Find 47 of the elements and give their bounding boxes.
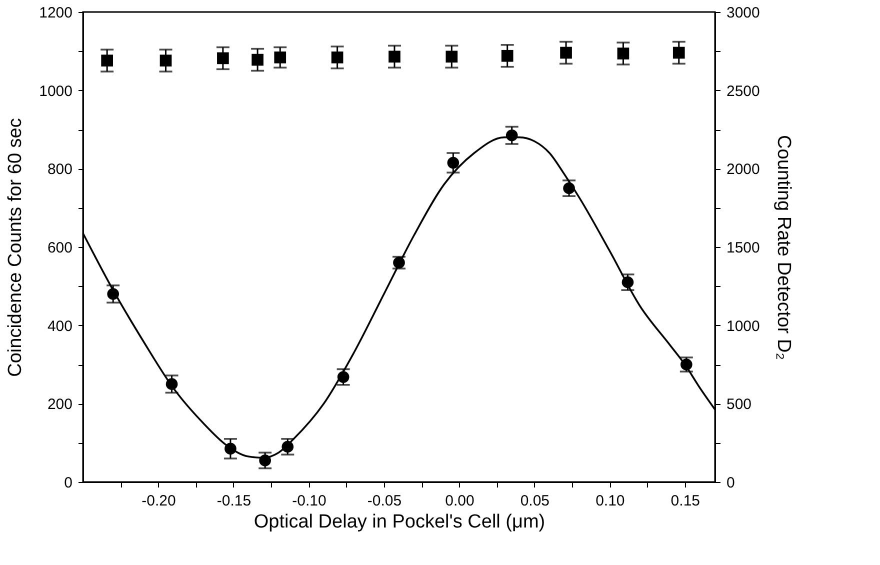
y2-tick-label: 3000 (726, 4, 760, 22)
y2-tick-label: 2000 (726, 161, 760, 178)
point (331, 52, 344, 64)
y-tick-label: 1200 (39, 4, 72, 22)
y2-tick-label: 500 (726, 396, 752, 414)
y-axis-title: Coincidence Counts for 60 sec (5, 118, 26, 377)
x-axis-title: Optical Delay in Pockel's Cell (μm) (254, 512, 546, 532)
point (617, 48, 630, 60)
point (506, 129, 518, 142)
y-tick-label: 0 (64, 474, 72, 492)
x-tick-label: 0.05 (520, 492, 550, 510)
point (252, 54, 264, 66)
point (224, 442, 236, 455)
x-tick-label: 0.00 (445, 492, 474, 510)
x-tick-label: 0.15 (670, 492, 700, 510)
point (101, 54, 113, 66)
point (259, 454, 271, 466)
point (388, 50, 400, 63)
point (447, 156, 460, 169)
x-tick-label: -0.20 (142, 492, 176, 510)
point (622, 276, 634, 288)
y2-tick-label: 1500 (726, 240, 760, 256)
point (337, 371, 350, 383)
x-tick-label: -0.10 (292, 492, 326, 510)
point (560, 46, 572, 59)
y2-tick-label: 0 (726, 474, 735, 492)
x-tick-label: -0.05 (367, 492, 402, 510)
y-tick-label: 200 (47, 396, 72, 414)
point (160, 54, 172, 66)
y-tick-label: 800 (47, 161, 72, 178)
y-tick-label: 600 (47, 240, 72, 256)
y2-tick-label: 2500 (726, 82, 760, 100)
point (166, 378, 178, 390)
point (282, 440, 294, 453)
point (107, 288, 120, 300)
y-tick-label: 1000 (39, 82, 72, 100)
point (274, 52, 286, 64)
point (217, 52, 229, 64)
y-tick-label: 400 (47, 318, 72, 335)
x-tick-label: -0.15 (216, 492, 252, 510)
point (563, 182, 575, 194)
point (672, 46, 685, 59)
point (501, 50, 514, 62)
y2-axis-title: Counting Rate Detector D₂ (772, 135, 794, 360)
x-tick-label: 0.10 (596, 492, 625, 510)
y2-tick-label: 1000 (726, 318, 760, 335)
point (446, 50, 458, 63)
